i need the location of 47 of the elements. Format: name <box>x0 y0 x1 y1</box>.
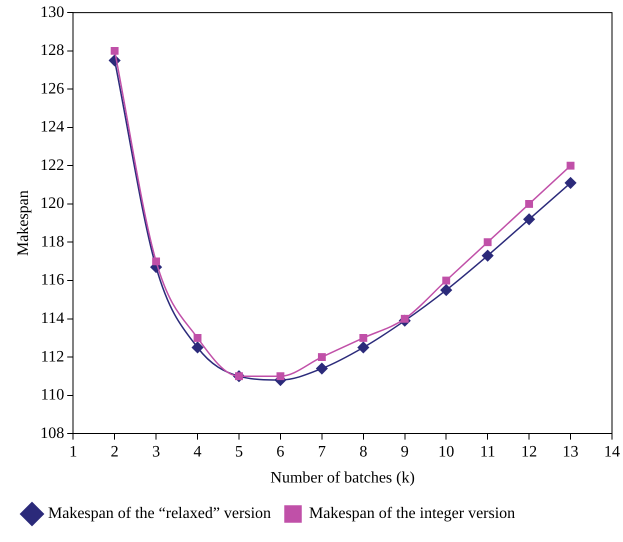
point <box>359 334 368 342</box>
y-tick-label: 128 <box>40 42 64 60</box>
point <box>110 46 119 55</box>
point <box>316 362 328 374</box>
x-tick-label: 14 <box>604 443 620 460</box>
x-tick-label: 13 <box>562 443 579 460</box>
point <box>525 200 534 208</box>
point <box>523 214 535 226</box>
y-tick-label: 126 <box>40 80 64 98</box>
point <box>192 342 204 354</box>
legend-label: Makespan of the “relaxed” version <box>48 505 272 522</box>
y-tick-label: 108 <box>40 424 64 442</box>
point <box>194 334 202 342</box>
y-tick-label: 124 <box>40 118 64 136</box>
x-tick-label: 8 <box>359 443 368 460</box>
x-axis-title: Number of batches (k) <box>270 470 415 487</box>
y-tick-label: 110 <box>40 386 64 404</box>
y-tick-label: 112 <box>40 348 64 366</box>
y-tick-label: 116 <box>40 272 64 289</box>
point <box>484 238 492 246</box>
point <box>276 372 284 380</box>
y-axis-title: Makespan <box>14 190 32 256</box>
point <box>440 284 452 296</box>
legend-label: Makespan of the integer version <box>309 505 516 522</box>
x-tick-label: 6 <box>276 443 284 460</box>
y-tick-label: 114 <box>40 310 64 327</box>
x-tick-label: 4 <box>194 443 202 460</box>
x-tick-label: 3 <box>152 443 160 460</box>
point <box>566 162 574 170</box>
x-tick-label: 10 <box>438 443 454 460</box>
x-tick-label: 5 <box>234 443 243 460</box>
point <box>152 257 160 266</box>
x-tick-label: 11 <box>480 443 496 460</box>
x-tick-label: 12 <box>521 443 538 460</box>
point <box>318 353 326 361</box>
point <box>482 250 494 262</box>
x-tick-label: 9 <box>400 443 409 460</box>
point <box>564 177 576 189</box>
x-tick-label: 7 <box>318 443 326 460</box>
y-tick-label: 118 <box>40 233 64 250</box>
x-tick-label: 1 <box>69 443 78 460</box>
y-tick-label: 120 <box>40 195 64 212</box>
y-tick-label: 122 <box>40 156 64 174</box>
x-tick-label: 2 <box>110 443 119 460</box>
point <box>358 342 370 354</box>
y-tick-label: 130 <box>40 4 64 21</box>
point <box>442 276 450 284</box>
